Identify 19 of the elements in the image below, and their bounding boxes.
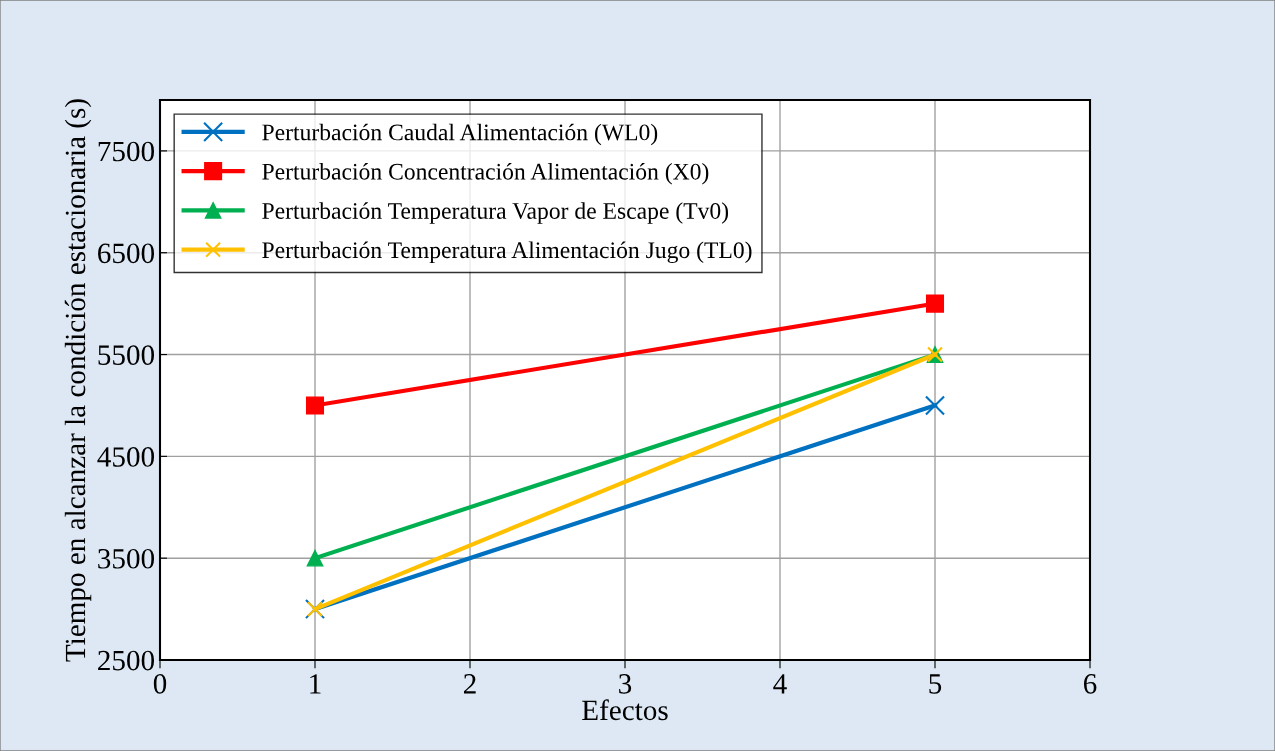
x-tick-label: 5 (929, 674, 942, 694)
x-tick-label: 0 (153, 674, 167, 694)
legend-label: Perturbación Temperatura Alimentación Jugo (TL0) (262, 241, 752, 264)
y-tick-label: 7500 (98, 141, 155, 162)
legend-label: Perturbación Concentración Alimentación (X0) (262, 162, 709, 185)
y-tick-label: 4500 (97, 447, 155, 467)
y-tick-label: 5500 (98, 345, 155, 365)
x-tick-label: 1 (310, 674, 321, 694)
x-axis-title: Efectos (582, 699, 668, 721)
x-tick-label: 6 (1083, 674, 1097, 694)
y-axis-title: Tiempo en alcanzar la condición estacionaria (s) (64, 99, 92, 662)
y-tick-label: 3500 (98, 548, 155, 569)
x-tick-label: 3 (619, 674, 632, 694)
y-tick-label: 6500 (98, 243, 155, 264)
legend-label: Perturbación Caudal Alimentación (WL0) (262, 123, 658, 146)
x-tick-label: 4 (773, 674, 787, 694)
x-tick-label: 2 (463, 674, 476, 694)
y-tick-label: 2500 (98, 650, 155, 671)
legend-label: Perturbación Temperatura Vapor de Escape (Tv0) (262, 202, 729, 224)
